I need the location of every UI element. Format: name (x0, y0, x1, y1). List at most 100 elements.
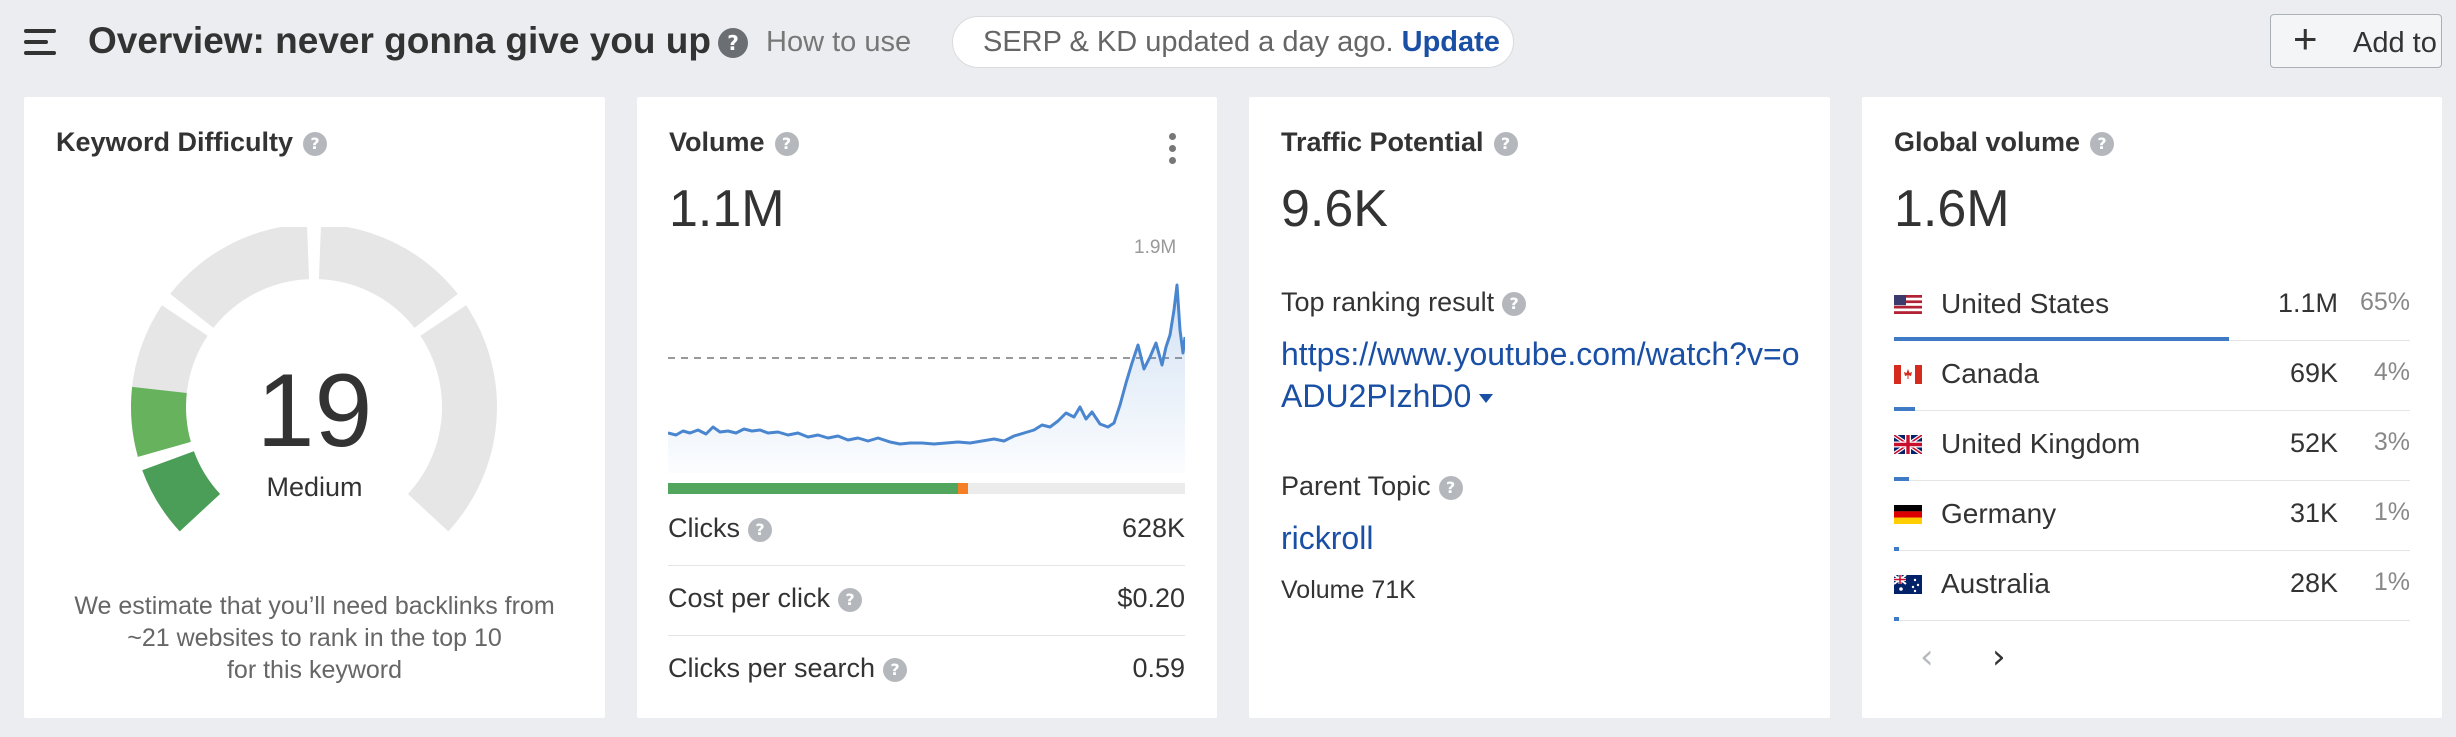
country-name: Australia (1941, 568, 2050, 599)
country-volume: 28K (2289, 568, 2338, 598)
keyword-difficulty-card: Keyword Difficulty? 19 Medium We estimat… (24, 97, 605, 718)
tp-title: Traffic Potential (1281, 127, 1484, 157)
volume-line (668, 283, 1185, 446)
volume-card: Volume? 1.1M 1.9M Clicks? 628K Cost per … (637, 97, 1217, 718)
top-ranking-url: https://www.youtube.com/watch?v=oADU2PIz… (1281, 336, 1800, 414)
top-bar: Overview: never gonna give you up ? How … (0, 0, 2456, 84)
card-title: Volume? (669, 127, 799, 158)
kd-description-line: We estimate that you’ll need backlinks f… (74, 592, 555, 620)
country-name: United States (1941, 288, 2110, 319)
chevron-right-icon[interactable]: › (1992, 637, 2006, 677)
country-percent: 4% (2373, 358, 2410, 386)
help-icon[interactable]: ? (1438, 476, 1463, 500)
de-flag-icon (1894, 505, 1922, 524)
country-row[interactable]: Germany 31K 1% (1894, 480, 2410, 551)
help-icon[interactable]: ? (774, 132, 799, 156)
global-volume-value: 1.6M (1894, 180, 2010, 238)
serp-status-pill: SERP & KD updated a day ago. Update (952, 16, 1514, 68)
chevron-left-icon[interactable]: ‹ (1920, 637, 1934, 677)
country-percent: 1% (2373, 568, 2410, 596)
kd-description-line: ~21 websites to rank in the top 10 (127, 624, 502, 652)
update-link[interactable]: Update (1401, 26, 1500, 58)
how-to-use-link[interactable]: How to use (766, 26, 912, 58)
card-title: Keyword Difficulty? (56, 127, 328, 158)
metric-label: Cost per click (668, 583, 831, 613)
kd-gauge-segments (131, 227, 498, 532)
country-row[interactable]: Canada 69K 4% (1894, 340, 2410, 411)
volume-value: 1.1M (669, 180, 785, 238)
serp-status-text: SERP & KD updated a day ago. (983, 26, 1394, 58)
top-ranking-label-row: Top ranking result? (1281, 287, 1527, 318)
metric-label: Clicks per search (668, 653, 876, 683)
country-share-bar (1894, 617, 1899, 621)
page-title: Overview: never gonna give you up (88, 20, 712, 61)
traffic-potential-card: Traffic Potential? 9.6K Top ranking resu… (1249, 97, 1830, 718)
help-icon[interactable]: ? (1493, 132, 1518, 156)
volume-title: Volume (669, 127, 765, 157)
country-row[interactable]: Australia 28K 1% (1894, 550, 2410, 621)
kd-title: Keyword Difficulty (56, 127, 294, 157)
kd-gauge-segment-track (318, 227, 458, 328)
organic-clicks-bar (668, 483, 958, 494)
kd-description-line: for this keyword (226, 656, 403, 684)
help-icon[interactable]: ? (2090, 132, 2115, 156)
more-options-icon[interactable] (1169, 133, 1177, 169)
clicks-split-bar (668, 483, 1185, 494)
kd-gauge-segment-fill (131, 386, 191, 457)
paid-clicks-bar (958, 483, 968, 494)
country-share-bar (1894, 547, 1899, 551)
parent-topic-label-row: Parent Topic? (1281, 471, 1463, 502)
parent-topic-link[interactable]: rickroll (1281, 520, 1374, 556)
help-icon[interactable]: ? (838, 588, 863, 612)
chart-max-label: 1.9M (1134, 237, 1177, 258)
help-icon[interactable]: ? (303, 132, 328, 156)
kd-score: 19 (256, 353, 373, 469)
caret-down-icon[interactable] (1479, 394, 1494, 403)
metric-label: Clicks (668, 513, 740, 543)
kd-gauge (131, 227, 498, 532)
global-volume-card: Global volume? 1.6M United States 1.1M 6… (1862, 97, 2442, 718)
add-to-button[interactable]: + Add to (2270, 14, 2442, 68)
metric-row-cps: Clicks per search? 0.59 (668, 635, 1185, 705)
help-icon[interactable]: ? (718, 28, 748, 58)
uk-flag-icon (1894, 435, 1922, 454)
country-volume: 31K (2289, 498, 2338, 528)
metric-value: 0.59 (1132, 653, 1185, 683)
kd-gauge-segment-fill (142, 451, 221, 532)
menu-icon[interactable] (24, 29, 56, 55)
kd-gauge-segment-track (170, 227, 310, 328)
add-to-label: Add to (2353, 27, 2437, 59)
country-volume: 52K (2289, 428, 2338, 458)
country-share-bar (1894, 477, 1909, 481)
country-row[interactable]: United States 1.1M 65% (1894, 270, 2410, 341)
country-volume: 1.1M (2277, 288, 2338, 318)
country-name: United Kingdom (1941, 428, 2141, 459)
country-share-bar (1894, 337, 2229, 341)
kd-gauge-segment-track (407, 305, 498, 532)
metric-value: $0.20 (1117, 583, 1185, 613)
country-percent: 65% (2359, 288, 2410, 316)
top-ranking-url-link[interactable]: https://www.youtube.com/watch?v=oADU2PIz… (1281, 333, 1801, 417)
help-icon[interactable]: ? (1502, 292, 1527, 316)
traffic-potential-value: 9.6K (1281, 180, 1388, 238)
country-percent: 1% (2373, 498, 2410, 526)
parent-topic-label: Parent Topic (1281, 471, 1431, 501)
parent-topic-volume: Volume 71K (1281, 576, 1416, 604)
us-flag-icon (1894, 295, 1922, 314)
metric-row-cpc: Cost per click? $0.20 (668, 565, 1185, 636)
ca-flag-icon (1894, 365, 1922, 384)
kd-description: We estimate that you’ll need backlinks f… (48, 590, 581, 686)
help-icon[interactable]: ? (748, 518, 772, 542)
plus-icon: + (2293, 15, 2318, 62)
country-name: Canada (1941, 358, 2040, 389)
country-share-bar (1894, 407, 1915, 411)
country-volume: 69K (2289, 358, 2338, 388)
top-ranking-label: Top ranking result (1281, 287, 1495, 317)
kd-level: Medium (266, 472, 363, 502)
country-percent: 3% (2373, 428, 2410, 456)
help-icon[interactable]: ? (883, 658, 908, 682)
metric-value: 628K (1121, 513, 1185, 543)
card-title: Global volume? (1894, 127, 2115, 158)
au-flag-icon (1894, 575, 1922, 594)
country-row[interactable]: United Kingdom 52K 3% (1894, 410, 2410, 481)
